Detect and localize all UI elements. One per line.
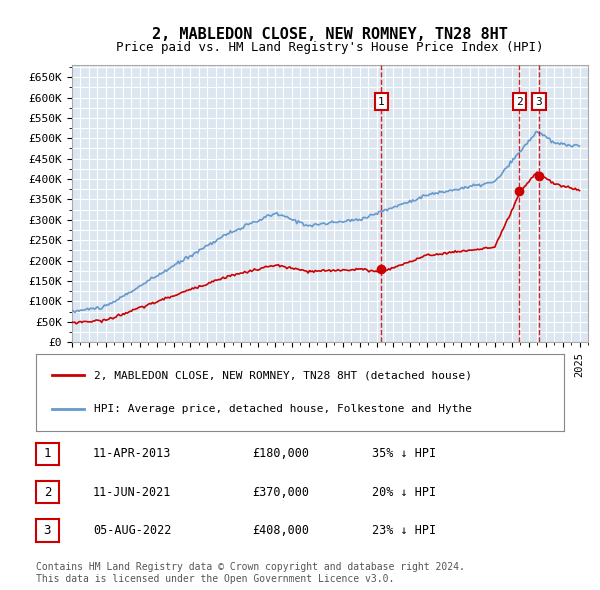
Text: 1: 1 bbox=[44, 447, 51, 460]
Text: 3: 3 bbox=[536, 97, 542, 107]
Text: 11-JUN-2021: 11-JUN-2021 bbox=[93, 486, 172, 499]
Text: This data is licensed under the Open Government Licence v3.0.: This data is licensed under the Open Gov… bbox=[36, 574, 394, 584]
Text: 1: 1 bbox=[378, 97, 385, 107]
Text: 05-AUG-2022: 05-AUG-2022 bbox=[93, 524, 172, 537]
Text: 11-APR-2013: 11-APR-2013 bbox=[93, 447, 172, 460]
Text: £180,000: £180,000 bbox=[252, 447, 309, 460]
Text: 2: 2 bbox=[516, 97, 523, 107]
Text: 20% ↓ HPI: 20% ↓ HPI bbox=[372, 486, 436, 499]
Text: Price paid vs. HM Land Registry's House Price Index (HPI): Price paid vs. HM Land Registry's House … bbox=[116, 41, 544, 54]
Text: 23% ↓ HPI: 23% ↓ HPI bbox=[372, 524, 436, 537]
Text: Contains HM Land Registry data © Crown copyright and database right 2024.: Contains HM Land Registry data © Crown c… bbox=[36, 562, 465, 572]
Text: 3: 3 bbox=[44, 524, 51, 537]
Text: HPI: Average price, detached house, Folkestone and Hythe: HPI: Average price, detached house, Folk… bbox=[94, 404, 472, 414]
Text: 2, MABLEDON CLOSE, NEW ROMNEY, TN28 8HT: 2, MABLEDON CLOSE, NEW ROMNEY, TN28 8HT bbox=[152, 27, 508, 41]
Text: £370,000: £370,000 bbox=[252, 486, 309, 499]
Text: 2: 2 bbox=[44, 486, 51, 499]
Text: £408,000: £408,000 bbox=[252, 524, 309, 537]
Text: 2, MABLEDON CLOSE, NEW ROMNEY, TN28 8HT (detached house): 2, MABLEDON CLOSE, NEW ROMNEY, TN28 8HT … bbox=[94, 371, 472, 381]
Text: 35% ↓ HPI: 35% ↓ HPI bbox=[372, 447, 436, 460]
